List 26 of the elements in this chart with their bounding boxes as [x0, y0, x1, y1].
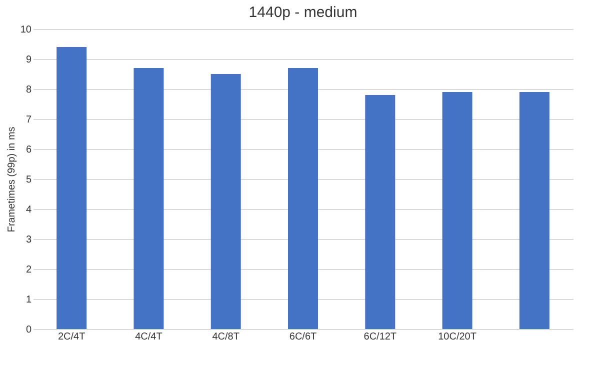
- bar: [288, 68, 318, 329]
- chart-title: 1440p - medium: [248, 4, 358, 21]
- y-tick-label: 10: [20, 24, 32, 36]
- y-tick-label: 2: [26, 264, 32, 276]
- bar: [210, 74, 241, 329]
- bar: [442, 92, 472, 329]
- bar: [519, 92, 550, 329]
- y-axis-title: Frametimes (99p) in ms: [6, 126, 18, 232]
- bar: [134, 68, 164, 329]
- y-tick-label: 3: [26, 234, 32, 246]
- x-tick-label: 2C/4T: [58, 332, 86, 342]
- x-tick-label: 6C/6T: [289, 332, 317, 342]
- y-tick-label: 7: [26, 114, 32, 126]
- y-tick-label: 6: [26, 144, 32, 156]
- y-tick-label: 5: [26, 174, 32, 186]
- x-tick-label: 4C/4T: [135, 332, 162, 342]
- bar: [365, 95, 396, 329]
- bar: [56, 47, 87, 329]
- x-tick-label: 10C/20T: [438, 332, 476, 342]
- x-tick-label: 4C/8T: [212, 332, 240, 342]
- x-tick-label: 6C/12T: [364, 332, 397, 342]
- y-tick-label: 9: [26, 54, 32, 66]
- y-tick-label: 8: [26, 84, 32, 96]
- y-tick-label: 1: [26, 294, 32, 306]
- y-tick-label: 4: [26, 204, 32, 216]
- y-tick-label: 0: [26, 324, 32, 336]
